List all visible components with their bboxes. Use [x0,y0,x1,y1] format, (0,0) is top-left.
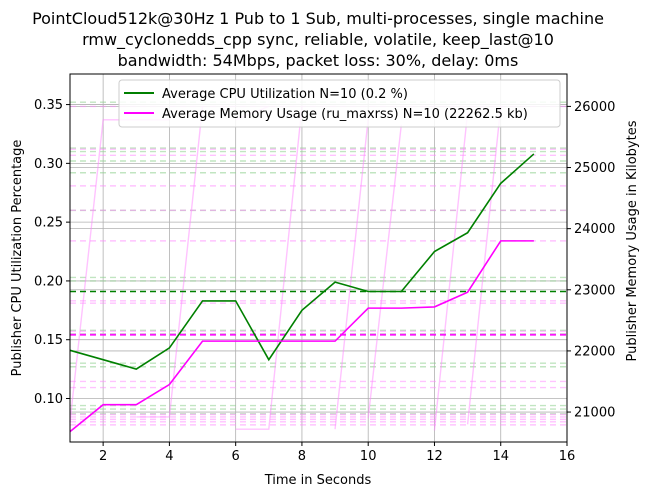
legend-box [118,79,561,128]
background-memory-run [433,112,469,431]
background-memory-run [136,106,204,418]
y-right-tick-label: 26000 [574,100,615,115]
y-left-tick-label: 0.35 [34,98,63,113]
memory-usage-line [69,240,534,433]
title-line-2: rmw_cyclonedds_cpp sync, reliable, volat… [82,30,554,50]
background-memory-run [367,124,403,419]
mean-lines [70,290,567,336]
chart-title: PointCloud512k@30Hz 1 Pub to 1 Sub, mult… [32,9,604,70]
y-left-tick-label: 0.10 [34,392,63,407]
cpu-utilization-line [69,153,535,370]
y-left-tick-label: 0.15 [34,333,63,348]
x-tick-label: 16 [559,449,576,464]
y-right-tick-label: 25000 [574,161,615,176]
y-right-tick-label: 23000 [574,283,615,298]
y-left-axis-ticks: 0.10 0.15 0.20 0.25 0.30 0.35 [34,98,70,407]
y-right-axis-label: Publisher Memory Usage in Kilobytes [625,120,640,361]
x-tick-label: 14 [492,449,509,464]
series-lines [69,153,535,433]
x-tick-label: 4 [165,449,173,464]
background-memory-run [69,119,170,422]
legend-label-memory: Average Memory Usage (ru_maxrss) N=10 (2… [162,107,528,122]
title-line-1: PointCloud512k@30Hz 1 Pub to 1 Sub, mult… [32,9,604,28]
y-left-tick-label: 0.20 [34,274,63,289]
y-right-axis-ticks: 21000 22000 23000 24000 25000 26000 [567,100,615,421]
x-tick-label: 6 [232,449,240,464]
x-tick-label: 2 [99,449,107,464]
background-runs [69,101,567,431]
y-left-tick-label: 0.25 [34,216,63,231]
background-memory-run [334,118,369,430]
background-memory-run [235,106,303,430]
y-right-tick-label: 24000 [574,222,615,237]
x-axis-label: Time in Seconds [264,473,372,488]
legend: Average CPU Utilization N=10 (0.2 %) Ave… [118,79,561,128]
title-line-3: bandwidth: 54Mbps, packet loss: 30%, del… [118,51,519,70]
grid-lines [70,74,567,442]
x-tick-label: 10 [360,449,377,464]
y-right-tick-label: 21000 [574,406,615,421]
y-right-tick-label: 22000 [574,344,615,359]
x-tick-label: 12 [426,449,443,464]
y-left-axis-label: Publisher CPU Utilization Percentage [10,140,25,377]
x-tick-label: 8 [298,449,306,464]
plot-frame [69,73,568,443]
x-axis-ticks: 2 4 6 8 10 12 14 16 [99,442,575,464]
y-left-tick-label: 0.30 [34,157,63,172]
legend-label-cpu: Average CPU Utilization N=10 (0.2 %) [162,87,408,102]
